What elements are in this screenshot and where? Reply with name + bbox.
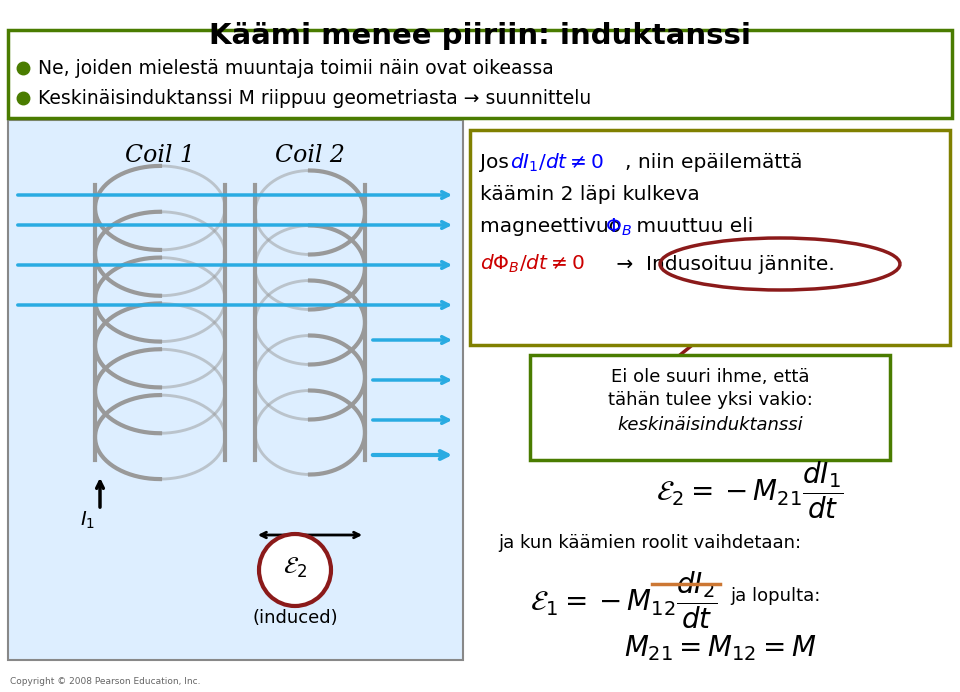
Bar xyxy=(8,120,463,660)
Text: muuttuu eli: muuttuu eli xyxy=(630,217,754,237)
Text: $\mathcal{E}_2 = -M_{21}\dfrac{dI_1}{dt}$: $\mathcal{E}_2 = -M_{21}\dfrac{dI_1}{dt}… xyxy=(657,459,844,521)
Text: Ne, joiden mielestä muuntaja toimii näin ovat oikeassa: Ne, joiden mielestä muuntaja toimii näin… xyxy=(38,59,554,78)
Text: $M_{21} = M_{12} = M$: $M_{21} = M_{12} = M$ xyxy=(624,633,816,663)
Text: Coil 2: Coil 2 xyxy=(276,143,345,167)
Text: magneettivuo: magneettivuo xyxy=(480,217,628,237)
Text: Jos: Jos xyxy=(480,154,516,172)
Text: $\mathcal{E}_2$: $\mathcal{E}_2$ xyxy=(283,556,307,580)
Text: , niin epäilemättä: , niin epäilemättä xyxy=(625,154,803,172)
Text: ja lopulta:: ja lopulta: xyxy=(730,587,821,605)
Text: Ei ole suuri ihme, että: Ei ole suuri ihme, että xyxy=(611,368,809,386)
Text: $\Phi_B$: $\Phi_B$ xyxy=(605,217,632,237)
Circle shape xyxy=(259,534,331,606)
Text: $d\Phi_B/dt \neq 0$: $d\Phi_B/dt \neq 0$ xyxy=(480,253,585,275)
Bar xyxy=(470,130,950,345)
Text: keskinäisinduktanssi: keskinäisinduktanssi xyxy=(617,416,803,434)
Text: (induced): (induced) xyxy=(252,609,338,627)
Text: $I_1$: $I_1$ xyxy=(81,509,96,531)
Text: $\mathcal{E}_1 = -M_{12}\dfrac{dI_2}{dt}$: $\mathcal{E}_1 = -M_{12}\dfrac{dI_2}{dt}… xyxy=(530,570,717,630)
Bar xyxy=(8,30,952,118)
Text: →  Indusoituu jännite.: → Indusoituu jännite. xyxy=(610,255,835,273)
Text: Keskinäisinduktanssi M riippuu geometriasta → suunnittelu: Keskinäisinduktanssi M riippuu geometria… xyxy=(38,89,591,107)
Text: Käämi menee piiriin: induktanssi: Käämi menee piiriin: induktanssi xyxy=(209,22,751,50)
Text: Coil 1: Coil 1 xyxy=(125,143,195,167)
Text: tähän tulee yksi vakio:: tähän tulee yksi vakio: xyxy=(608,391,812,409)
Text: ja kun käämien roolit vaihdetaan:: ja kun käämien roolit vaihdetaan: xyxy=(498,534,802,552)
Bar xyxy=(530,355,890,460)
Text: $dI_1/dt \neq 0$: $dI_1/dt \neq 0$ xyxy=(510,152,604,174)
Text: Copyright © 2008 Pearson Education, Inc.: Copyright © 2008 Pearson Education, Inc. xyxy=(10,677,201,686)
Text: käämin 2 läpi kulkeva: käämin 2 läpi kulkeva xyxy=(480,185,700,205)
